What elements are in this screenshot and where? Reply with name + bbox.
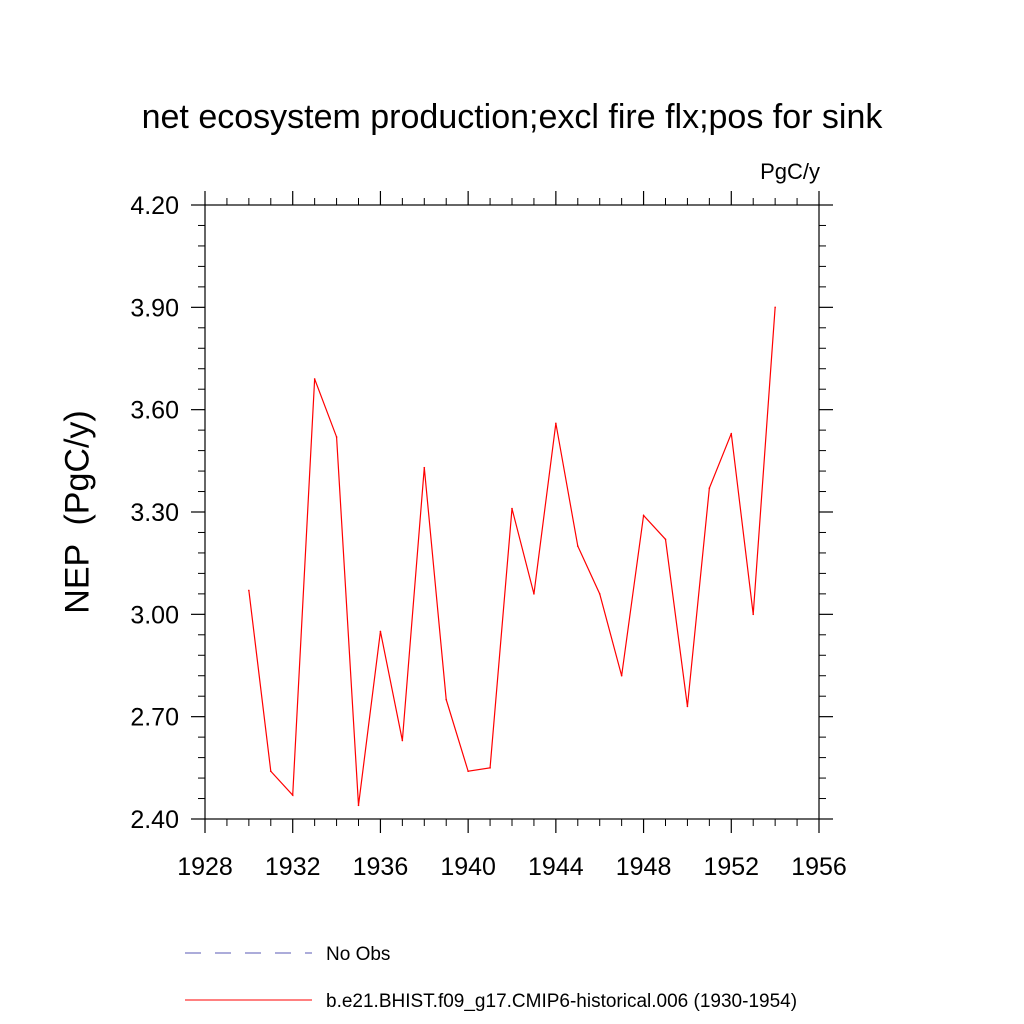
- data-point: [467, 770, 469, 773]
- data-point: [357, 804, 360, 807]
- y-tick-label: 3.90: [130, 294, 179, 322]
- data-point: [708, 487, 711, 489]
- y-tick-label: 3.30: [130, 499, 179, 527]
- data-point: [664, 538, 667, 541]
- data-point: [335, 436, 338, 438]
- data-point: [313, 378, 316, 380]
- data-point: [620, 674, 623, 677]
- chart-title: net ecosystem production;excl fire flx;p…: [141, 98, 883, 136]
- data-point: [555, 422, 557, 425]
- data-point: [489, 767, 491, 769]
- data-point: [686, 705, 689, 708]
- x-tick-label: 1936: [353, 853, 409, 881]
- legend: No Obs b.e21.BHIST.f09_g17.CMIP6-historic…: [185, 944, 797, 1012]
- legend-label-0: No Obs: [326, 944, 390, 965]
- x-tick-label: 1940: [440, 853, 496, 881]
- y-tick-label: 4.20: [130, 192, 179, 220]
- data-point: [642, 514, 645, 517]
- y-tick-label: 2.70: [130, 704, 179, 732]
- series-line-1: [248, 307, 776, 806]
- axis-ticks: [191, 191, 833, 833]
- x-tick-label: 1944: [528, 853, 584, 881]
- data-point: [445, 698, 448, 701]
- x-tick-label: 1956: [791, 853, 847, 881]
- x-tick-label: 1952: [703, 853, 759, 881]
- data-point: [598, 593, 601, 595]
- axis-tick-labels: 1928 1932 1936 1940 1944 1948 1952 1956 2.40 2.70…: [130, 192, 846, 881]
- x-tick-label: 1928: [177, 853, 233, 881]
- data-point: [423, 466, 426, 469]
- series-lines: [248, 306, 776, 807]
- data-point: [511, 507, 513, 510]
- data-point: [730, 432, 733, 435]
- data-point: [774, 306, 776, 309]
- y-tick-label: 3.00: [130, 601, 179, 629]
- x-tick-label: 1932: [265, 853, 321, 881]
- data-point: [533, 593, 535, 595]
- data-point: [401, 739, 404, 742]
- data-point: [576, 545, 579, 547]
- y-tick-label: 3.60: [130, 397, 179, 425]
- data-point: [379, 630, 382, 633]
- x-tick-label: 1948: [616, 853, 672, 881]
- legend-label-1: b.e21.BHIST.f09_g17.CMIP6-historical.006…: [326, 991, 797, 1012]
- data-point: [291, 794, 294, 796]
- y-tick-label: 2.40: [130, 806, 179, 834]
- data-point: [269, 770, 272, 773]
- data-point: [248, 589, 250, 592]
- data-point: [752, 613, 755, 616]
- units-label: PgC/y: [760, 159, 820, 184]
